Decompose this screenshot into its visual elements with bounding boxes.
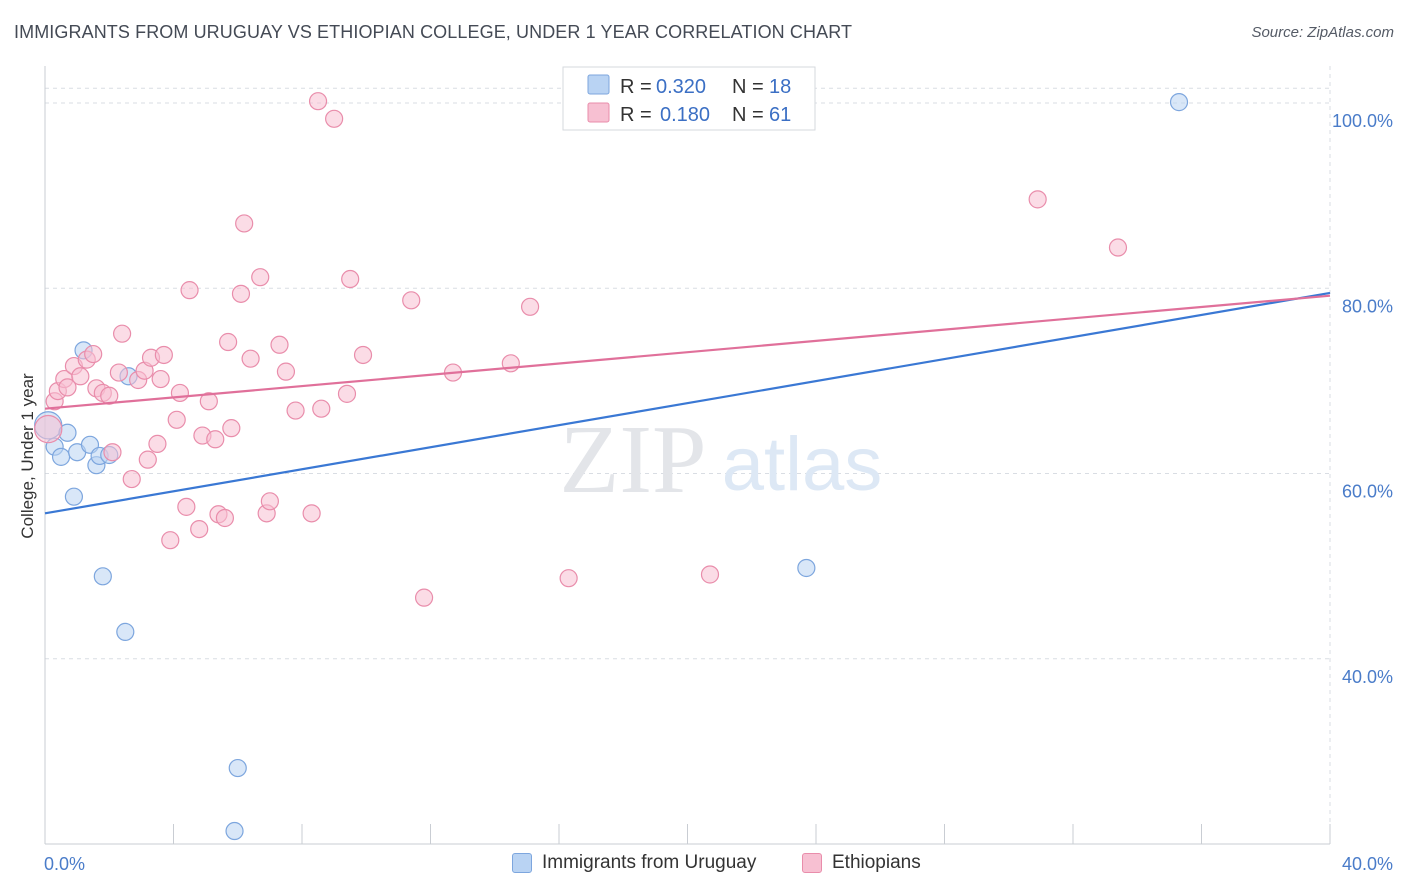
- ethiopians-point-57: [559, 569, 578, 588]
- legend-swatch-ethiopians-bottom: [802, 853, 822, 873]
- points-layer: [34, 92, 1189, 841]
- ethiopians-point-39: [251, 268, 270, 287]
- ethiopians-point-52: [402, 291, 421, 310]
- ethiopians-point-44: [286, 401, 305, 420]
- watermark: ZIP atlas: [560, 406, 883, 514]
- ethiopians-point-43: [276, 362, 296, 381]
- ethiopians-point-21: [151, 369, 170, 389]
- chart-title: IMMIGRANTS FROM URUGUAY VS ETHIOPIAN COL…: [14, 22, 853, 42]
- ethiopians-point-28: [190, 519, 209, 539]
- legend-label-ethiopians: Ethiopians: [832, 852, 921, 873]
- ethiopians-point-48: [325, 109, 344, 128]
- ethiopians-point-31: [206, 430, 225, 449]
- ethiopians-point-12: [103, 443, 122, 462]
- ethiopians-point-26: [177, 497, 196, 516]
- legend-swatch-uruguay-bottom: [512, 853, 532, 873]
- ethiopians-point-58: [700, 565, 720, 584]
- ethiopians-point-51: [353, 345, 373, 365]
- uruguay-point-4: [64, 487, 84, 506]
- y-tick-label-3: 100.0%: [1332, 111, 1393, 131]
- ethiopians-point-53: [414, 588, 434, 607]
- watermark-zip: ZIP: [560, 406, 707, 514]
- uruguay-point-17: [1169, 93, 1189, 112]
- y-tick-label-0: 40.0%: [1342, 667, 1393, 687]
- tick-label-layer: 40.0% 60.0% 80.0% 100.0% 0.0% 40.0%: [44, 111, 1393, 874]
- top-legend: R = 0.320 N = 18 R = 0.180 N = 61: [562, 66, 816, 131]
- x-tick-label-1: 40.0%: [1342, 854, 1393, 874]
- ethiopians-point-45: [302, 504, 321, 523]
- ethiopians-point-6: [71, 367, 90, 386]
- ethiopians-point-27: [180, 281, 199, 300]
- uruguay-trend-line: [44, 291, 1331, 515]
- legend-swatch-ethiopians: [587, 102, 610, 123]
- trend-layer: [44, 291, 1331, 515]
- ethiopians-point-49: [337, 384, 357, 403]
- ethiopians-point-38: [241, 349, 260, 368]
- ethiopians-point-8: [84, 344, 103, 364]
- x-tick-label-0: 0.0%: [44, 854, 85, 874]
- ethiopians-point-22: [154, 345, 173, 365]
- axis-layer: [44, 66, 1331, 845]
- ethiopians-point-42: [270, 335, 289, 354]
- ethiopians-point-4: [58, 378, 77, 397]
- ethiopians-point-60: [1108, 238, 1128, 257]
- ethiopians-point-13: [109, 363, 128, 382]
- ethiopians-point-50: [341, 269, 360, 289]
- ethiopians-point-20: [148, 434, 167, 453]
- ethiopians-point-23: [161, 531, 180, 550]
- legend-r-value-uruguay: 0.320: [656, 76, 706, 98]
- legend-r-label-uruguay: R =: [620, 76, 652, 98]
- uruguay-point-14: [228, 758, 247, 778]
- ethiopians-point-47: [312, 399, 331, 418]
- uruguay-point-16: [797, 558, 816, 578]
- watermark-atlas: atlas: [722, 422, 883, 507]
- uruguay-point-2: [51, 447, 71, 466]
- ethiopians-point-37: [235, 214, 254, 233]
- y-axis-label: College, Under 1 year: [18, 373, 37, 539]
- y-tick-label-1: 60.0%: [1342, 482, 1393, 502]
- legend-n-label-uruguay: N =: [732, 76, 764, 98]
- ethiopians-point-33: [215, 508, 234, 528]
- ethiopians-point-35: [222, 419, 241, 438]
- ethiopians-point-36: [231, 284, 251, 303]
- ethiopians-point-25: [170, 383, 190, 403]
- ethiopians-point-18: [138, 450, 157, 469]
- legend-swatch-uruguay: [587, 74, 610, 95]
- ethiopians-point-14: [112, 324, 132, 343]
- legend-label-uruguay: Immigrants from Uruguay: [542, 852, 757, 873]
- ethiopians-point-24: [167, 410, 186, 429]
- ethiopians-point-15: [122, 469, 141, 489]
- ethiopians-trend-line: [44, 294, 1331, 410]
- ethiopians-point-34: [219, 332, 238, 352]
- ethiopians-point-56: [520, 297, 540, 316]
- uruguay-point-10: [93, 567, 112, 586]
- legend-n-value-ethiopians: 61: [769, 104, 791, 126]
- legend-r-label-ethiopians: R =: [620, 104, 652, 126]
- legend-n-value-uruguay: 18: [769, 76, 791, 98]
- legend-item-uruguay[interactable]: Immigrants from Uruguay: [512, 852, 756, 874]
- ethiopians-point-0: [34, 414, 63, 444]
- ethiopians-point-46: [308, 92, 328, 111]
- ethiopians-point-59: [1028, 190, 1047, 209]
- uruguay-point-15: [225, 821, 244, 841]
- legend-item-ethiopians[interactable]: Ethiopians: [802, 852, 921, 874]
- bottom-legend: Immigrants from Uruguay Ethiopians: [0, 852, 1406, 878]
- uruguay-point-12: [116, 622, 135, 642]
- ethiopians-point-30: [199, 392, 218, 411]
- ethiopians-point-11: [100, 386, 119, 405]
- legend-n-label-ethiopians: N =: [732, 104, 764, 126]
- source-label: Source: ZipAtlas.com: [1251, 24, 1394, 41]
- legend-r-value-ethiopians: 0.180: [660, 104, 710, 126]
- ethiopians-point-41: [260, 492, 279, 511]
- y-tick-label-2: 80.0%: [1342, 296, 1393, 316]
